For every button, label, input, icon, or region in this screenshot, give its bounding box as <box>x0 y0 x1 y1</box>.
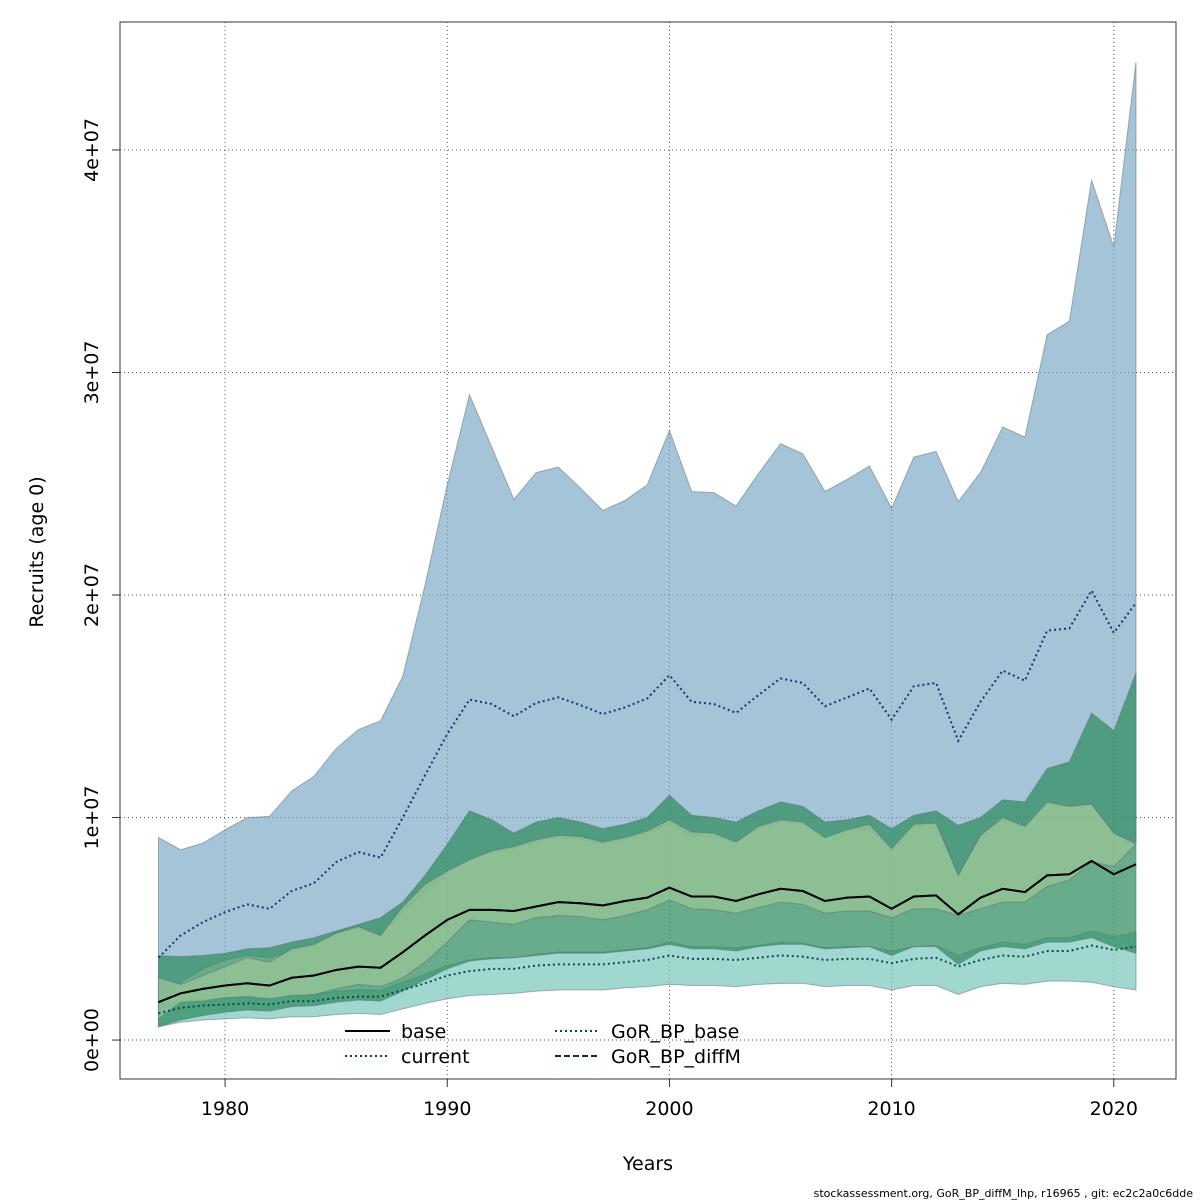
footnote: stockassessment.org, GoR_BP_diffM_lhp, r… <box>814 1187 1194 1200</box>
x-tick-label: 1980 <box>201 1098 249 1120</box>
series-line <box>157 588 1137 959</box>
x-tick-label: 1990 <box>423 1098 471 1120</box>
x-tick-label: 2000 <box>645 1098 693 1120</box>
y-tick-label: 0e+00 <box>81 1008 103 1072</box>
legend-label: GoR_BP_base <box>611 1021 739 1043</box>
y-tick-label: 3e+07 <box>81 341 103 405</box>
y-tick-label: 4e+07 <box>81 118 103 182</box>
legend-label: current <box>401 1046 470 1068</box>
plot-frame <box>119 21 1177 1080</box>
series-line <box>158 859 1137 1004</box>
x-tick-label: 2010 <box>867 1098 915 1120</box>
y-tick-label: 1e+07 <box>81 786 103 850</box>
x-axis-label: Years <box>622 1153 673 1175</box>
y-axis-label: Recruits (age 0) <box>26 476 48 627</box>
legend-label: base <box>401 1021 446 1043</box>
confidence-band <box>157 801 1137 1020</box>
x-tick-label: 2020 <box>1090 1098 1138 1120</box>
y-tick-label: 2e+07 <box>81 563 103 627</box>
legend-label: GoR_BP_diffM <box>611 1046 741 1068</box>
